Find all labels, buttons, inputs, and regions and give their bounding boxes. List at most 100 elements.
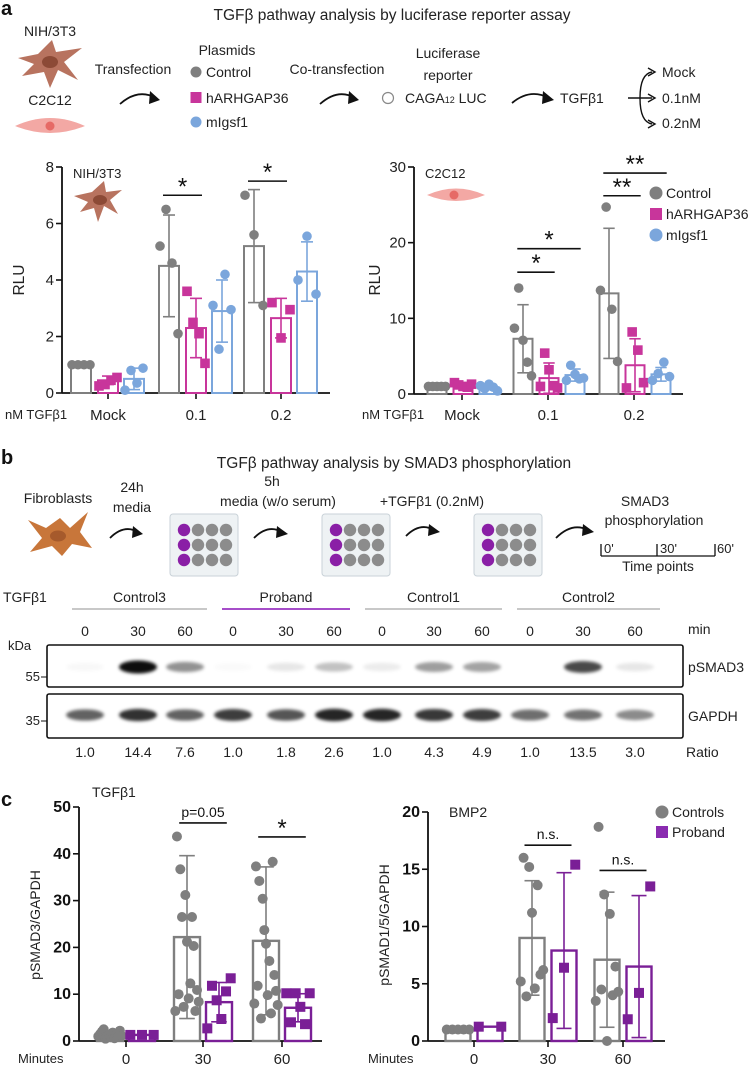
legend-label: mIgsf1 (666, 227, 708, 243)
panel-a-title: TGFβ pathway analysis by luciferase repo… (214, 7, 571, 24)
migsf1-marker-icon (190, 116, 202, 128)
data-point (126, 365, 136, 376)
chart-title: C2C12 (425, 166, 465, 181)
data-point (192, 984, 203, 995)
data-point (167, 258, 177, 268)
x-tick-label: 0.1 (186, 407, 207, 424)
arrow-head-icon (149, 91, 160, 104)
y-tick-label: 6 (46, 216, 54, 233)
plate-well (509, 538, 523, 552)
cell-line-c2c12-label: C2C12 (28, 92, 72, 108)
legend-marker (650, 208, 662, 220)
data-point (200, 358, 210, 369)
data-point (604, 908, 615, 919)
c2c12-inset-cell-icon (427, 188, 485, 201)
reporter-marker-icon (381, 91, 395, 105)
x-axis-label: Minutes (18, 1051, 64, 1066)
data-point (257, 893, 268, 904)
reporter-subscript: 12 (445, 95, 455, 105)
arrow-head-icon (428, 524, 440, 536)
blot-band (616, 709, 654, 721)
plate-well (343, 538, 357, 552)
y-axis-label: RLU (367, 264, 384, 295)
data-point (300, 1019, 311, 1030)
data-point (249, 230, 259, 240)
plate-well (357, 553, 371, 567)
lane-time-label: 60 (627, 623, 643, 639)
plate-well (177, 538, 191, 552)
data-point (518, 335, 528, 346)
data-point (295, 1001, 306, 1012)
data-point (634, 987, 644, 998)
data-point (138, 363, 148, 373)
data-point (595, 285, 606, 296)
legend-label: Control (666, 185, 711, 201)
timepoints-label: Time points (622, 558, 694, 574)
data-point (293, 275, 303, 285)
data-point (170, 1006, 181, 1017)
y-axis-label: RLU (11, 264, 28, 295)
data-point (601, 202, 611, 212)
data-point (653, 368, 663, 379)
significance-label: n.s. (612, 851, 635, 867)
legend-marker (649, 228, 663, 242)
data-point (240, 190, 250, 201)
x-axis-label: nM TGFβ1 (5, 407, 67, 422)
branch-arrows-icon (628, 67, 657, 129)
data-point (267, 856, 278, 867)
blot-band (166, 661, 204, 673)
blot-band (415, 708, 453, 722)
blot-band (66, 709, 104, 721)
control-marker-icon (190, 66, 202, 78)
timepoint-60: 60' (717, 541, 734, 556)
data-point (175, 864, 186, 875)
data-point (226, 304, 236, 315)
data-point (509, 323, 520, 333)
sample-group-label: Control2 (562, 589, 615, 605)
data-point (544, 364, 554, 375)
plate-well (219, 553, 233, 567)
plate-well (371, 538, 385, 552)
x-tick-label: Mock (90, 407, 126, 424)
lane-time-label: 30 (130, 623, 146, 639)
step3-treatment: +TGFβ1 (0.2nM) (380, 493, 484, 509)
significance-label: ** (626, 151, 645, 178)
timepoint-0: 0' (604, 541, 614, 556)
bar-proband (476, 1025, 504, 1043)
data-point (221, 986, 232, 997)
timepoint-30: 30' (660, 541, 677, 556)
data-point (125, 1029, 136, 1040)
lane-time-label: 30 (278, 623, 294, 639)
ratio-value: 4.9 (472, 744, 492, 760)
well-plate-icon (473, 513, 543, 577)
y-tick-label: 4 (46, 272, 54, 289)
marker-35-label: 35 (26, 713, 40, 728)
significance-label: * (544, 227, 553, 254)
data-point (285, 1017, 296, 1028)
plate-well (177, 523, 191, 537)
reporter-title-line1: Luciferase (416, 45, 481, 61)
data-point (539, 348, 550, 358)
plate-well (219, 523, 233, 537)
data-point (524, 861, 535, 872)
y-tick-label: 5 (411, 976, 420, 993)
panel-label-b: b (1, 447, 13, 469)
data-point (225, 973, 236, 984)
x-tick-label: 60 (615, 1051, 632, 1068)
legend-label: hARHGAP36 (666, 206, 749, 222)
data-point (173, 989, 184, 1000)
data-point (185, 978, 196, 989)
arrow-head-icon (276, 526, 288, 538)
cell-line-nih3t3-label: NIH/3T3 (24, 23, 76, 39)
reporter-title-line2: reporter (423, 67, 472, 83)
data-point (518, 852, 529, 863)
data-point (570, 859, 581, 870)
data-point (137, 1029, 147, 1040)
blot-band (315, 662, 353, 672)
plate-well (191, 523, 205, 537)
plate-well (357, 523, 371, 537)
reporter-construct-label: CAGA12 LUC (405, 90, 487, 106)
data-point (272, 999, 283, 1010)
data-point (527, 907, 537, 918)
